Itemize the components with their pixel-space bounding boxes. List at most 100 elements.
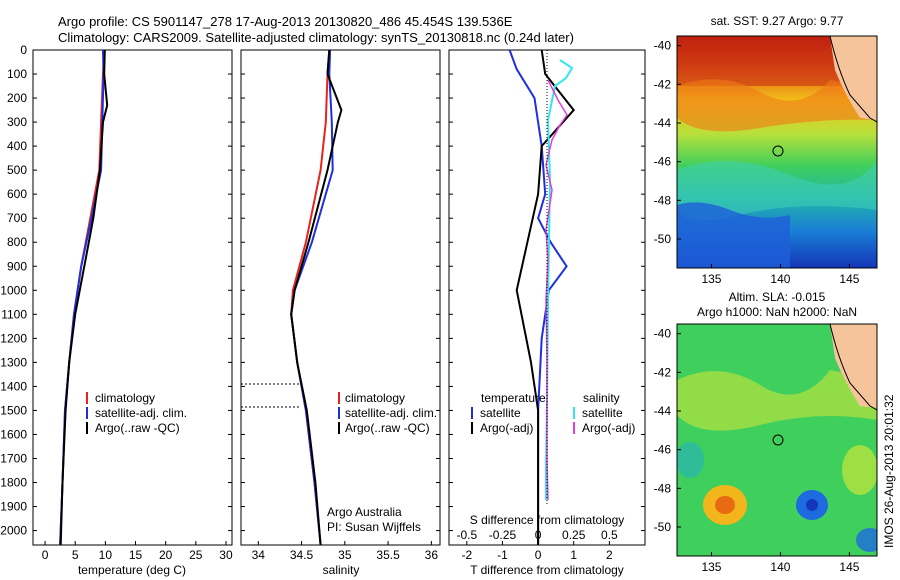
- depth-tick-label: 1000: [0, 283, 27, 297]
- difference-legend: temperature salinity satellite Argo(-adj…: [471, 391, 635, 435]
- salinity-x-axis: 34 34.5 35 35.5 36: [252, 541, 439, 562]
- temperature-x-axis: 0 5 10 15 20 25 30: [42, 541, 233, 562]
- header-line2: Climatology: CARS2009. Satellite-adjuste…: [58, 30, 574, 45]
- depth-tick-label: 2000: [0, 524, 27, 538]
- depth-tick-label: 700: [7, 211, 27, 225]
- salinity-x-tick-label: 36: [425, 548, 439, 562]
- legend-label-satellite: satellite-adj. clim.: [345, 406, 437, 420]
- temperature-xlabel: temperature (deg C): [78, 563, 186, 577]
- legend-title-salinity: salinity: [583, 391, 620, 405]
- temperature-panel-frame: [32, 49, 233, 546]
- map-lon-label: 135: [701, 272, 721, 286]
- legend-label-argo: Argo(..raw -QC): [95, 421, 180, 435]
- map-bottom-title2: Argo h1000: NaN h2000: NaN: [697, 305, 857, 319]
- difference-top-tick-label: 0.25: [562, 528, 586, 542]
- depth-tick-label: 0: [20, 43, 27, 57]
- difference-xlabel-top: S difference from climatology: [470, 513, 625, 527]
- salinity-xlabel: salinity: [323, 563, 360, 577]
- argo-location-marker-bottom: [772, 434, 784, 446]
- map-bottom-title1: Altim. SLA: -0.015: [729, 290, 826, 304]
- temperature-x-tick-label: 30: [219, 548, 233, 562]
- map-lat-label: -40: [654, 39, 672, 53]
- legend-label-climatology: climatology: [345, 391, 405, 405]
- map-lon-label: 140: [770, 560, 790, 574]
- difference-top-tick-label: 0.5: [601, 528, 618, 542]
- difference-top-tick-label: -0.25: [489, 528, 517, 542]
- difference-x-tick-label: 0: [535, 548, 542, 562]
- credit-line2: PI: Susan Wijffels: [327, 520, 421, 534]
- depth-tick-label: 1300: [0, 355, 27, 369]
- depth-axis: 0 100 200 300 400 500 600 700 800 900 1000 1100 1200…: [0, 43, 645, 538]
- difference-x-tick-label: -1: [497, 548, 508, 562]
- map-lat-label: -48: [654, 193, 672, 207]
- depth-tick-label: 1800: [0, 476, 27, 490]
- sla-map: [677, 324, 877, 556]
- map-lat-label: -44: [654, 404, 672, 418]
- temperature-series-group: [59, 49, 109, 546]
- temperature-x-tick-label: 15: [129, 548, 143, 562]
- map-top-title: sat. SST: 9.27 Argo: 9.77: [711, 14, 844, 28]
- difference-series-group: [508, 49, 576, 545]
- salinity-panel-frame: [240, 49, 441, 546]
- difference-x-tick-label: -2: [461, 548, 472, 562]
- series-line-argo-raw-qc-: [59, 49, 109, 546]
- legend-label-t-satellite: satellite: [480, 406, 521, 420]
- legend-label-s-satellite: satellite: [582, 406, 623, 420]
- map-lat-label: -46: [654, 443, 672, 457]
- depth-tick-label: 1400: [0, 379, 27, 393]
- temperature-legend: climatology satellite-adj. clim. Argo(..…: [86, 391, 187, 435]
- map-lon-label: 135: [701, 560, 721, 574]
- depth-tick-label: 400: [7, 139, 27, 153]
- map-lat-label: -48: [654, 481, 672, 495]
- map-lat-label: -50: [654, 520, 672, 534]
- series-line-satellite-adj-clim-: [59, 49, 105, 546]
- timestamp-stamp: IMOS 26-Aug-2013 20:01:32: [882, 394, 896, 548]
- temperature-x-tick-label: 5: [72, 548, 79, 562]
- map-lat-label: -50: [654, 232, 672, 246]
- salinity-x-tick-label: 35: [338, 548, 352, 562]
- legend-label-t-argo: Argo(-adj): [480, 421, 533, 435]
- series-line-climatology: [290, 49, 331, 546]
- salinity-legend: climatology satellite-adj. clim. Argo(..…: [327, 391, 437, 534]
- sla-map-axes: -40 -42 -44 -46 -48 -50 135 140 145: [654, 327, 860, 574]
- temperature-x-tick-label: 10: [99, 548, 113, 562]
- legend-label-satellite: satellite-adj. clim.: [95, 406, 187, 420]
- map-lat-label: -42: [654, 77, 672, 91]
- temperature-x-tick-label: 0: [42, 548, 49, 562]
- legend-title-temperature: temperature: [481, 391, 546, 405]
- series-line-climatology: [59, 49, 106, 546]
- sst-map-frame: [676, 35, 878, 269]
- salinity-x-tick-label: 34: [252, 548, 266, 562]
- salinity-x-tick-label: 34.5: [290, 548, 314, 562]
- map-lat-label: -46: [654, 155, 672, 169]
- header-line1: Argo profile: CS 5901147_278 17-Aug-2013…: [58, 14, 513, 29]
- map-lat-label: -42: [654, 365, 672, 379]
- sla-map-frame: [676, 323, 878, 557]
- depth-tick-label: 1500: [0, 403, 27, 417]
- legend-label-s-argo: Argo(-adj): [582, 421, 635, 435]
- difference-xlabel: T difference from climatology: [470, 563, 624, 577]
- depth-tick-label: 600: [7, 187, 27, 201]
- map-lon-label: 145: [839, 272, 859, 286]
- argo-location-marker-top: [772, 145, 784, 157]
- depth-tick-label: 1200: [0, 331, 27, 345]
- difference-x-tick-label: 1: [570, 548, 577, 562]
- credit-line1: Argo Australia: [327, 505, 402, 519]
- salinity-x-tick-label: 35.5: [376, 548, 400, 562]
- difference-top-tick-label: -0.5: [456, 528, 477, 542]
- depth-tick-label: 200: [7, 91, 27, 105]
- depth-tick-label: 300: [7, 115, 27, 129]
- map-lon-label: 145: [839, 560, 859, 574]
- temperature-x-tick-label: 25: [189, 548, 203, 562]
- map-lat-label: -40: [654, 327, 672, 341]
- depth-tick-label: 500: [7, 163, 27, 177]
- legend-label-argo: Argo(..raw -QC): [345, 421, 430, 435]
- depth-tick-label: 100: [7, 67, 27, 81]
- sst-map: [677, 36, 877, 268]
- legend-label-climatology: climatology: [95, 391, 155, 405]
- sst-map-axes: -40 -42 -44 -46 -48 -50 135 140 145: [654, 39, 860, 286]
- depth-tick-label: 1900: [0, 500, 27, 514]
- salinity-series-group: [290, 49, 343, 546]
- map-lon-label: 140: [770, 272, 790, 286]
